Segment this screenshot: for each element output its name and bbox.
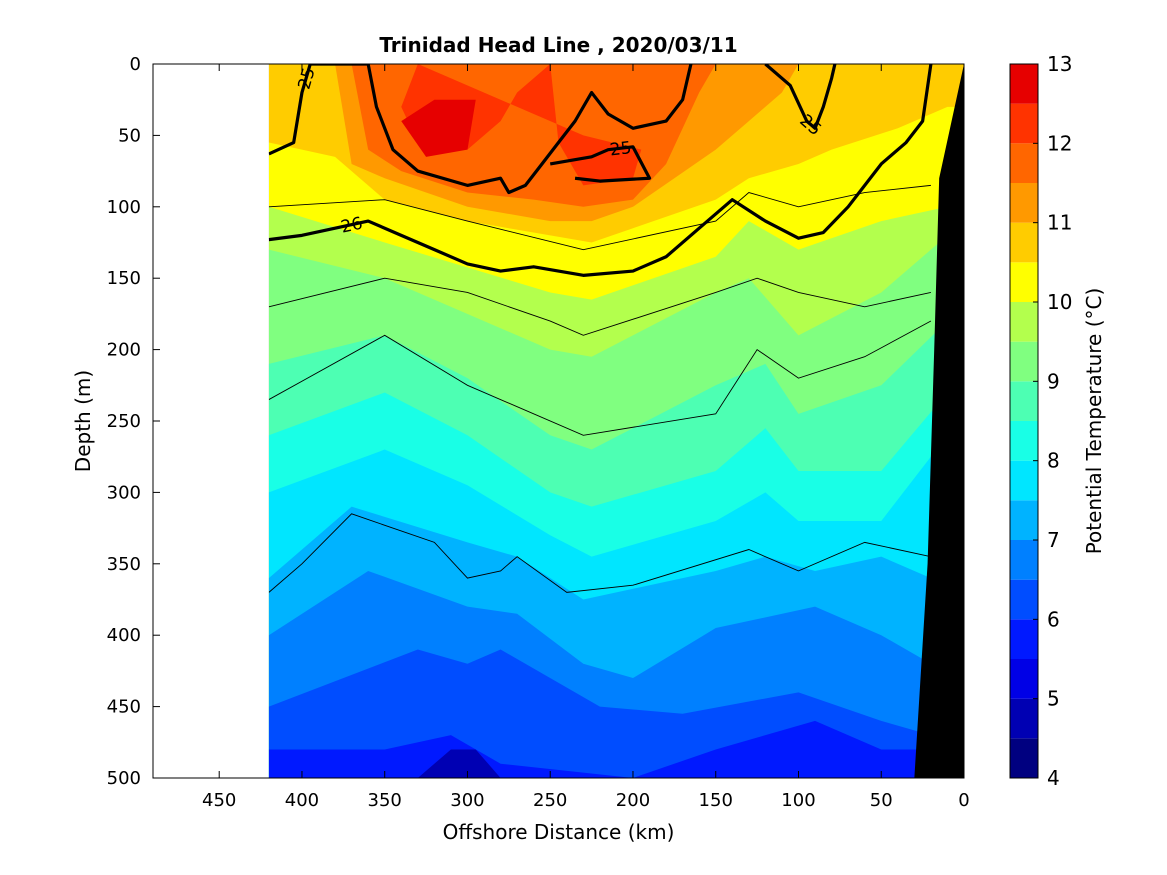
colorbar-swatch: [1010, 421, 1038, 461]
colorbar-swatch: [1010, 460, 1038, 501]
colorbar-swatch: [1010, 143, 1038, 183]
colorbar-swatch: [1010, 262, 1038, 302]
colorbar-tick-label: 4: [1047, 766, 1060, 790]
x-axis: 450 400 350 300 250 200 150 100 50 0: [202, 64, 970, 811]
colorbar-tick-label: 5: [1047, 687, 1060, 711]
y-tick-label: 150: [107, 268, 141, 289]
y-tick-label: 500: [107, 768, 141, 789]
colorbar-swatch: [1010, 540, 1038, 580]
colorbar-swatch: [1010, 222, 1038, 263]
colorbar-swatch: [1010, 698, 1038, 739]
x-tick-label: 250: [533, 790, 567, 811]
x-tick-label: 300: [450, 790, 484, 811]
colorbar-swatch: [1010, 579, 1038, 620]
y-tick-label: 200: [107, 340, 141, 361]
contour-label: 25: [609, 138, 633, 160]
isotherm-line-1: [268, 277, 931, 336]
colorbar-label: Potential Temperature (°C): [1082, 288, 1106, 555]
band-fill-12.5: [401, 99, 476, 157]
colorbar-swatch: [1010, 381, 1038, 421]
y-tick-label: 250: [107, 411, 141, 432]
colorbar-tick-label: 11: [1047, 211, 1072, 235]
colorbar-swatch: [1010, 341, 1038, 382]
colorbar-swatch: [1010, 738, 1038, 778]
y-tick-label: 0: [130, 54, 141, 75]
x-tick-label: 50: [870, 790, 893, 811]
x-tick-label: 400: [285, 790, 319, 811]
bathymetry-mask: [914, 64, 964, 778]
colorbar-swatch: [1010, 183, 1038, 223]
colorbar: 4 5 6 7 8 9 10 11 12 13: [1009, 52, 1072, 790]
x-tick-label: 450: [202, 790, 236, 811]
colorbar-tick-label: 12: [1047, 131, 1072, 155]
x-axis-label: Offshore Distance (km): [443, 820, 675, 844]
sigma-contour-0: [268, 64, 693, 195]
y-tick-label: 350: [107, 554, 141, 575]
x-tick-label: 150: [699, 790, 733, 811]
colorbar-tick-label: 8: [1047, 449, 1060, 473]
colorbar-tick-label: 13: [1047, 52, 1072, 76]
colorbar-tick-label: 7: [1047, 528, 1060, 552]
band-fill-4.5: [417, 749, 501, 778]
x-tick-label: 0: [958, 790, 969, 811]
y-tick-label: 400: [107, 625, 141, 646]
chart-title: Trinidad Head Line , 2020/03/11: [379, 33, 737, 57]
y-tick-label: 100: [107, 197, 141, 218]
colorbar-swatch: [1010, 103, 1038, 144]
colorbar-swatch: [1010, 64, 1038, 104]
band-fill-12: [401, 64, 642, 186]
colorbar-swatch: [1010, 659, 1038, 699]
sigma-contour-1: [549, 145, 652, 183]
y-tick-label: 50: [118, 125, 141, 146]
isotherm-line-0: [268, 184, 931, 251]
colorbar-swatch: [1010, 302, 1038, 342]
isotherm-line-2: [268, 320, 932, 436]
y-axis: 0 50 100 150 200 250 300 350 400 450 500: [107, 54, 964, 789]
contour-label: 26: [339, 214, 364, 238]
x-tick-label: 100: [781, 790, 815, 811]
colorbar-swatch: [1010, 619, 1038, 659]
y-axis-label: Depth (m): [71, 370, 95, 472]
y-tick-label: 300: [107, 482, 141, 503]
y-tick-label: 450: [107, 697, 141, 718]
colorbar-frame: [1009, 63, 1039, 779]
isotherm-line-3: [268, 513, 931, 593]
colorbar-tick-label: 6: [1047, 607, 1060, 631]
x-tick-label: 350: [368, 790, 402, 811]
colorbar-swatch: [1010, 500, 1038, 540]
sigma-contour-3: [268, 64, 933, 277]
sigma-contour-2: [764, 64, 837, 130]
colorbar-tick-label: 9: [1047, 369, 1060, 393]
x-tick-label: 200: [616, 790, 650, 811]
colorbar-tick-label: 10: [1047, 290, 1072, 314]
